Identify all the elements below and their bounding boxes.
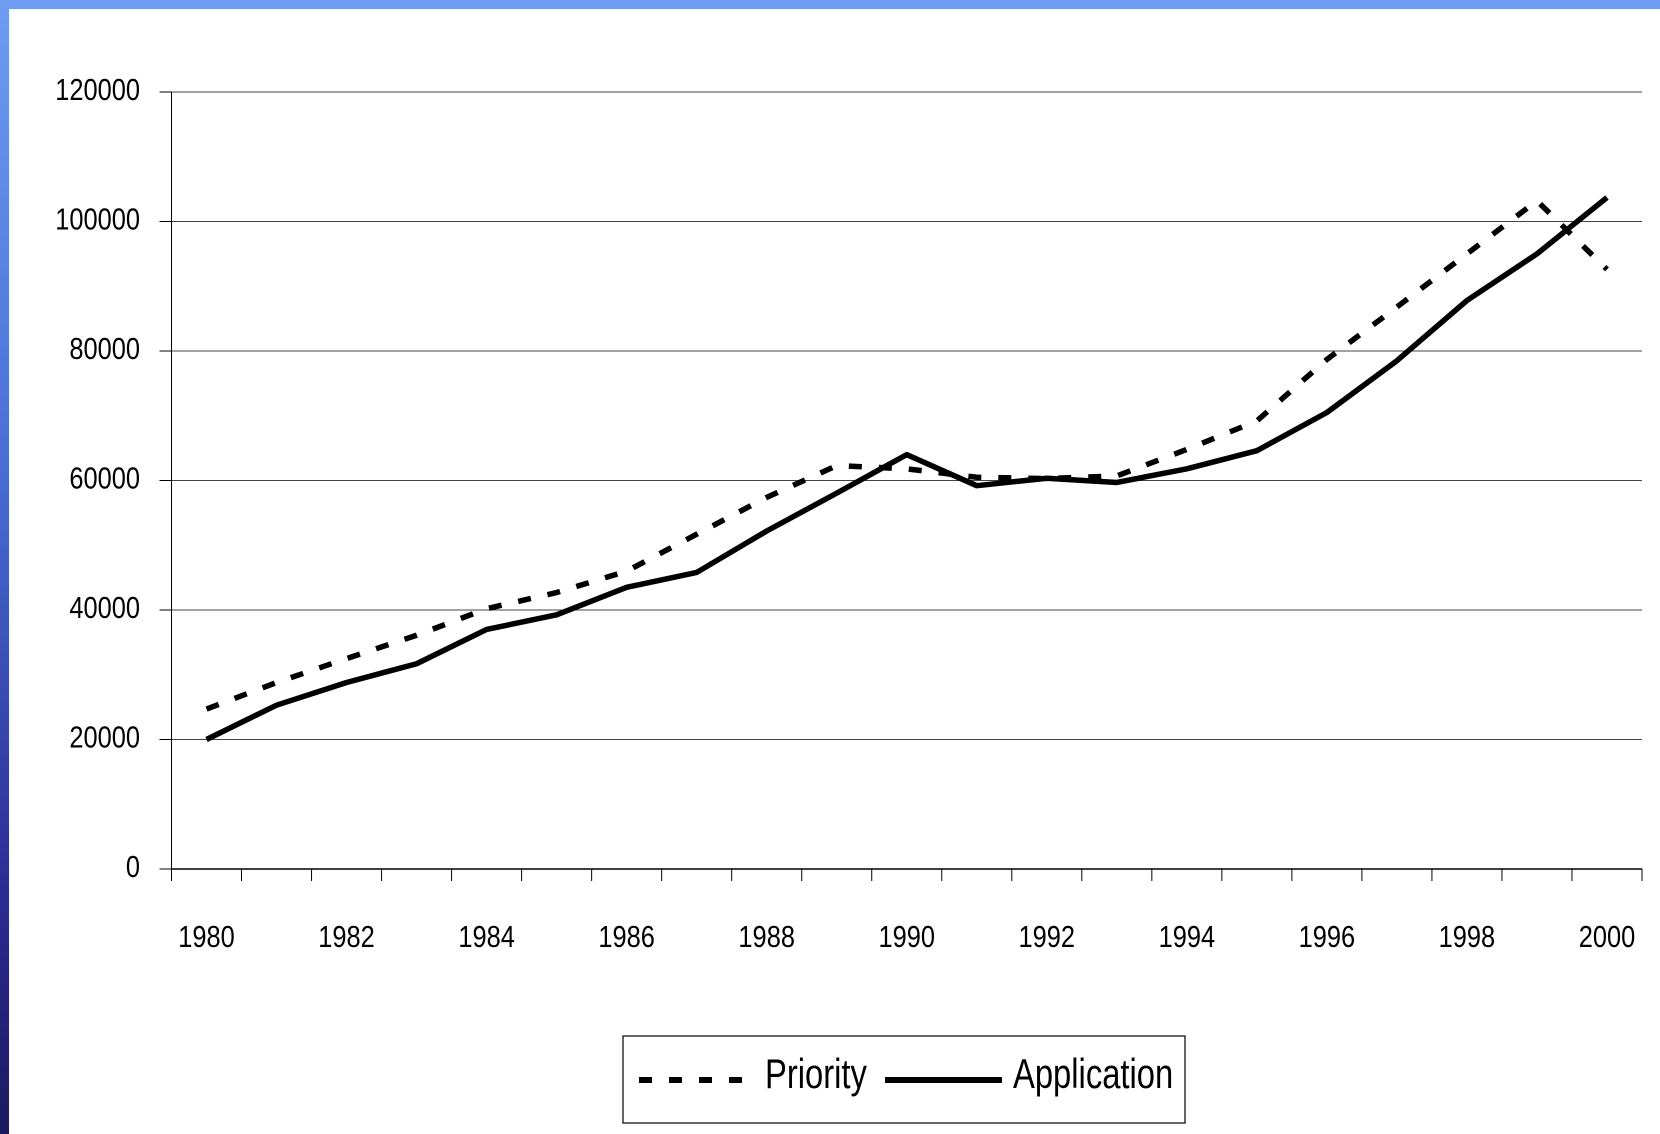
x-tick-label: 1996 <box>1299 920 1356 955</box>
x-tick-label: 1986 <box>598 920 655 955</box>
legend-label: Application <box>1013 1050 1173 1097</box>
x-tick-label: 1988 <box>738 920 795 955</box>
legend-label: Priority <box>765 1050 867 1097</box>
series-line <box>205 195 1609 742</box>
x-tick-label: 1994 <box>1159 920 1216 955</box>
y-tick-label: 60000 <box>69 461 140 496</box>
y-tick-label: 40000 <box>69 591 140 626</box>
x-tick-label: 1980 <box>178 920 235 955</box>
x-tick-label: 1984 <box>458 920 515 955</box>
y-tick-label: 20000 <box>69 720 140 755</box>
x-tick-label: 1992 <box>1019 920 1076 955</box>
y-tick-label: 80000 <box>69 332 140 367</box>
y-tick-label: 0 <box>126 850 140 885</box>
x-tick-label: 1990 <box>878 920 935 955</box>
chart-panel <box>9 9 1660 1134</box>
y-tick-label: 100000 <box>55 202 140 237</box>
x-tick-label: 1982 <box>318 920 375 955</box>
y-tick-label: 120000 <box>55 73 140 108</box>
series-line <box>205 198 1609 712</box>
x-tick-label: 1998 <box>1439 920 1496 955</box>
x-tick-label: 2000 <box>1579 920 1636 955</box>
